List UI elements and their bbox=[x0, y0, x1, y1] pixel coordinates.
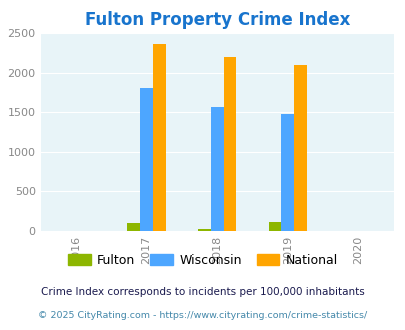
Bar bbox=[294, 65, 306, 231]
Text: Crime Index corresponds to incidents per 100,000 inhabitants: Crime Index corresponds to incidents per… bbox=[41, 287, 364, 297]
Text: © 2025 CityRating.com - https://www.cityrating.com/crime-statistics/: © 2025 CityRating.com - https://www.city… bbox=[38, 311, 367, 320]
Title: Fulton Property Crime Index: Fulton Property Crime Index bbox=[84, 11, 349, 29]
Bar bbox=[153, 44, 165, 231]
Bar bbox=[210, 108, 223, 231]
Legend: Fulton, Wisconsin, National: Fulton, Wisconsin, National bbox=[63, 249, 342, 272]
Bar bbox=[268, 222, 281, 231]
Bar bbox=[223, 57, 236, 231]
Bar bbox=[198, 229, 210, 231]
Bar bbox=[281, 114, 294, 231]
Bar bbox=[140, 88, 153, 231]
Bar bbox=[127, 223, 140, 231]
